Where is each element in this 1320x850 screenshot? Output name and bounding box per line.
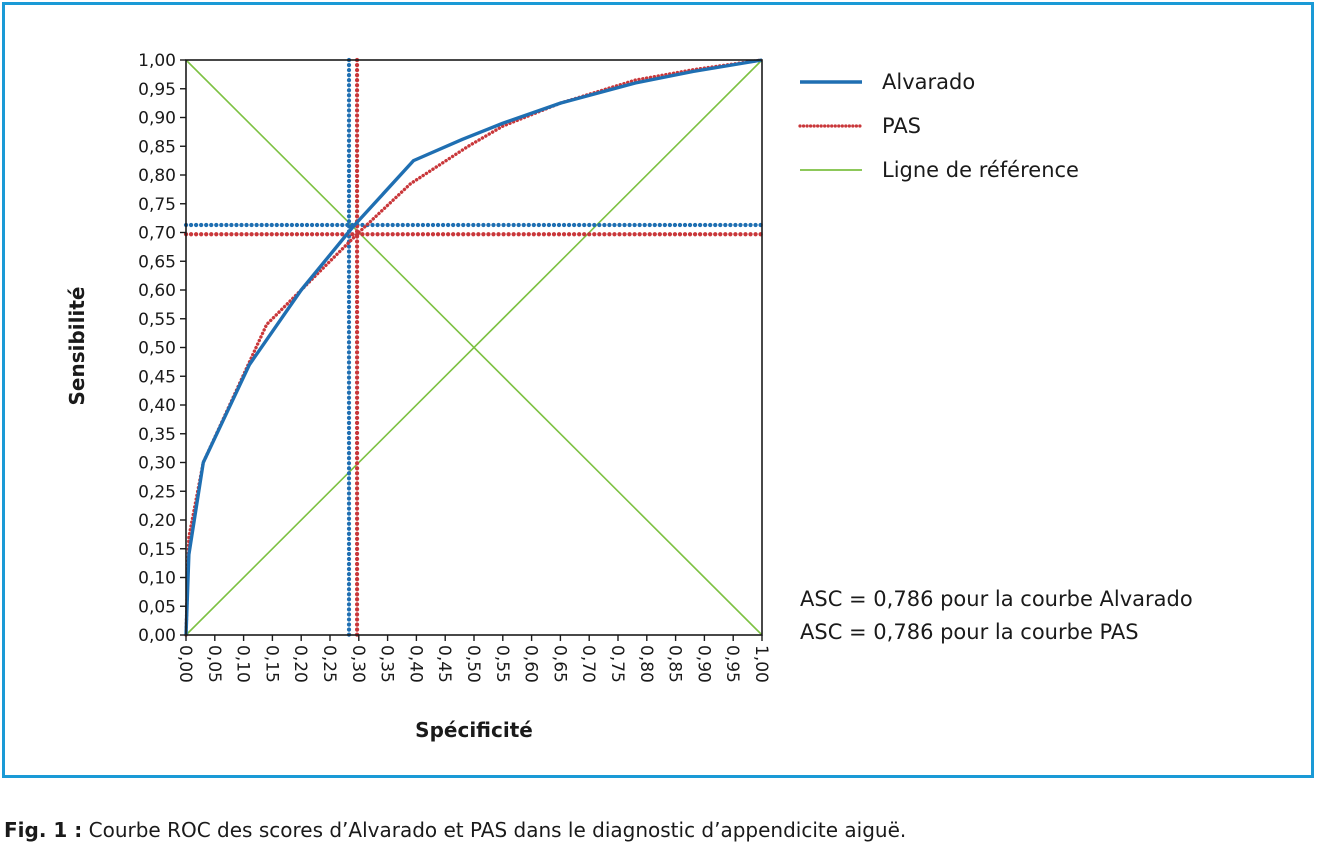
x-tick-label: 0,55: [492, 645, 512, 683]
y-tick-label: 0,60: [138, 281, 176, 301]
y-tick-label: 0,90: [138, 109, 176, 129]
y-tick-label: 0,65: [138, 252, 176, 272]
y-tick-label: 0,20: [138, 511, 176, 531]
y-tick-label: 0,35: [138, 425, 176, 445]
y-tick-label: 0,15: [138, 540, 176, 560]
y-tick-label: 0,00: [138, 626, 176, 646]
legend: Alvarado PAS Ligne de référence: [798, 70, 1079, 182]
x-tick-label: 0,10: [233, 645, 253, 683]
y-tick-label: 0,10: [138, 569, 176, 589]
roc-curve-alvarado: [184, 58, 763, 636]
y-tick-label: 0,55: [138, 310, 176, 330]
y-tick-label: 0,45: [138, 367, 176, 387]
reference-lines: [185, 59, 763, 636]
x-tick-label: 0,90: [693, 645, 713, 683]
auc-alvarado-annotation: ASC = 0,786 pour la courbe Alvarado: [800, 587, 1193, 611]
caption-text: Courbe ROC des scores d’Alvarado et PAS …: [82, 818, 907, 842]
y-tick-label: 0,05: [138, 597, 176, 617]
y-tick-label: 0,30: [138, 454, 176, 474]
y-tick-label: 0,95: [138, 80, 176, 100]
x-tick-label: 0,70: [578, 645, 598, 683]
x-tick-label: 0,00: [175, 645, 195, 683]
caption-label: Fig. 1 :: [4, 818, 83, 842]
cutoff-lines: [183, 57, 765, 638]
series-lines: [184, 58, 764, 637]
x-tick-label: 0,65: [549, 645, 569, 683]
legend-label-ligne-de-r-f-rence: Ligne de référence: [882, 158, 1079, 182]
auc-pas-annotation: ASC = 0,786 pour la courbe PAS: [800, 620, 1139, 644]
legend-label-alvarado: Alvarado: [882, 70, 975, 94]
y-tick-label: 1,00: [138, 51, 176, 71]
y-tick-label: 0,50: [138, 339, 176, 359]
x-tick-label: 1,00: [751, 645, 771, 683]
y-axis-ticks: 0,00 0,05 0,10 0,15 0,20 0,25 0,30 0,35 0,40 0,45…: [138, 51, 186, 646]
x-tick-label: 0,05: [204, 645, 224, 683]
x-tick-label: 0,50: [463, 645, 483, 683]
x-tick-label: 0,60: [521, 645, 541, 683]
y-axis-title: Sensibilité: [65, 287, 89, 406]
x-tick-label: 0,40: [405, 645, 425, 683]
x-tick-label: 0,30: [348, 645, 368, 683]
x-tick-label: 0,15: [261, 645, 281, 683]
figure-caption: Fig. 1 : Courbe ROC des scores d’Alvarad…: [4, 818, 906, 842]
y-tick-label: 0,25: [138, 482, 176, 502]
x-tick-label: 0,75: [607, 645, 627, 683]
x-tick-label: 0,25: [319, 645, 339, 683]
figure-frame: [2, 2, 1314, 778]
x-tick-label: 0,85: [665, 645, 685, 683]
y-tick-label: 0,75: [138, 195, 176, 215]
x-tick-label: 0,35: [377, 645, 397, 683]
y-tick-label: 0,70: [138, 224, 176, 244]
roc-chart: 0,00 0,05 0,10 0,15 0,20 0,25 0,30 0,35 0,40 0,45…: [65, 51, 1193, 742]
x-tick-label: 0,80: [636, 645, 656, 683]
x-tick-label: 0,45: [434, 645, 454, 683]
x-tick-label: 0,20: [290, 645, 310, 683]
y-tick-label: 0,80: [138, 166, 176, 186]
y-tick-label: 0,85: [138, 137, 176, 157]
legend-label-pas: PAS: [882, 114, 921, 138]
reference-diagonal-descending: [185, 59, 763, 636]
x-axis-title: Spécificité: [415, 718, 533, 742]
x-tick-label: 0,95: [722, 645, 742, 683]
y-tick-label: 0,40: [138, 396, 176, 416]
x-axis-ticks: 0,00 0,05 0,10 0,15 0,20 0,25 0,30 0,35 0,40 0,45…: [175, 635, 771, 683]
